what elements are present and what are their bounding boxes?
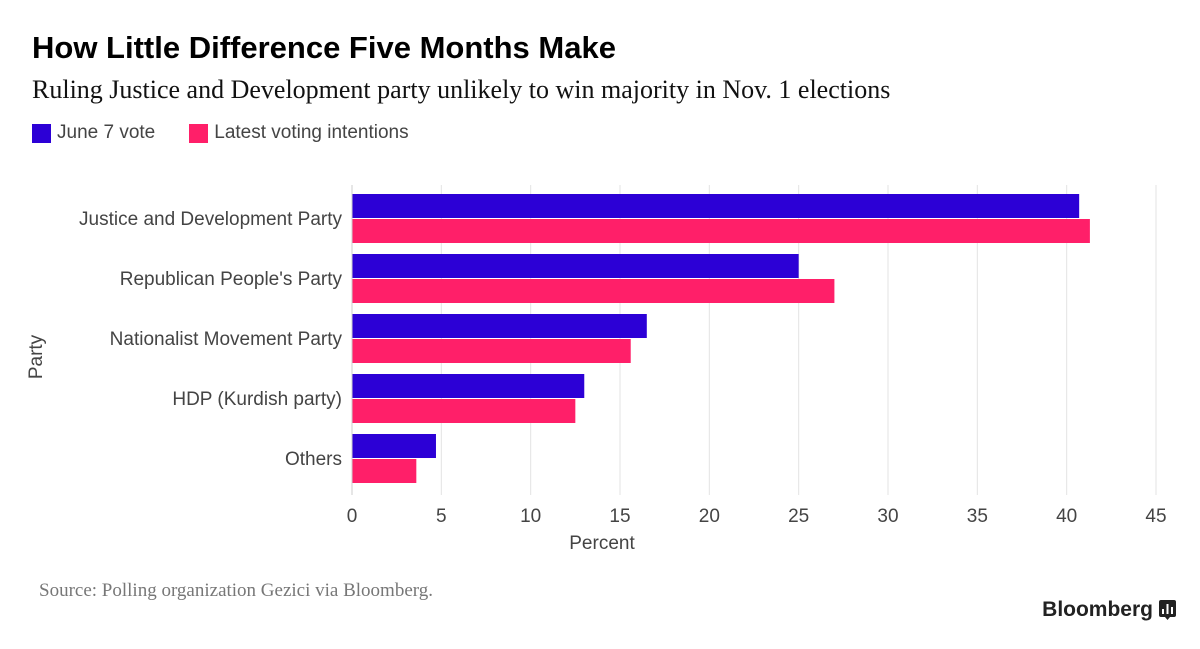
bloomberg-chart-icon bbox=[1159, 600, 1176, 620]
bar-0-4 bbox=[352, 434, 436, 458]
brand-logo: Bloomberg bbox=[1042, 598, 1176, 622]
category-label-4: Others bbox=[285, 449, 342, 470]
bar-0-0 bbox=[352, 194, 1080, 218]
source-note: Source: Polling organization Gezici via … bbox=[39, 580, 433, 601]
x-tick-label-25: 25 bbox=[788, 506, 809, 527]
x-tick-label-35: 35 bbox=[967, 506, 988, 527]
y-axis-title: Party bbox=[26, 334, 47, 379]
x-tick-label-15: 15 bbox=[609, 506, 630, 527]
legend-swatch-latest-intentions bbox=[189, 123, 209, 143]
bar-1-2 bbox=[352, 339, 631, 363]
category-label-1: Republican People's Party bbox=[120, 269, 343, 290]
x-tick-label-20: 20 bbox=[699, 506, 720, 527]
chart-title: How Little Difference Five Months Make bbox=[32, 30, 616, 65]
bar-chart: 0 5 10 15 20 25 30 35 40 45 Justice and Developmen… bbox=[26, 185, 1167, 554]
x-tick-label-10: 10 bbox=[520, 506, 541, 527]
category-label-0: Justice and Development Party bbox=[79, 209, 342, 230]
category-label-2: Nationalist Movement Party bbox=[110, 329, 343, 350]
bar-0-2 bbox=[352, 314, 647, 338]
legend-item-latest-intentions: Latest voting intentions bbox=[189, 122, 409, 144]
x-tick-label-0: 0 bbox=[347, 506, 358, 527]
x-tick-label-5: 5 bbox=[436, 506, 447, 527]
bar-1-3 bbox=[352, 399, 576, 423]
legend-swatch-june-vote bbox=[32, 123, 51, 143]
x-tick-label-45: 45 bbox=[1145, 506, 1166, 527]
category-label-3: HDP (Kurdish party) bbox=[172, 389, 342, 410]
legend-item-june-vote: June 7 vote bbox=[32, 122, 155, 144]
x-axis-title: Percent bbox=[569, 533, 635, 554]
brand-name: Bloomberg bbox=[1042, 598, 1153, 621]
legend-label-june-vote: June 7 vote bbox=[57, 122, 156, 143]
bar-1-0 bbox=[352, 219, 1090, 243]
bar-0-1 bbox=[352, 254, 799, 278]
chart-subtitle: Ruling Justice and Development party unl… bbox=[32, 75, 891, 104]
bar-1-4 bbox=[352, 459, 417, 483]
bar-0-3 bbox=[352, 374, 585, 398]
legend-label-latest-intentions: Latest voting intentions bbox=[214, 122, 409, 143]
bar-1-1 bbox=[352, 279, 835, 303]
x-tick-label-30: 30 bbox=[877, 506, 898, 527]
legend: June 7 vote Latest voting intentions bbox=[32, 122, 443, 144]
x-tick-label-40: 40 bbox=[1056, 506, 1077, 527]
